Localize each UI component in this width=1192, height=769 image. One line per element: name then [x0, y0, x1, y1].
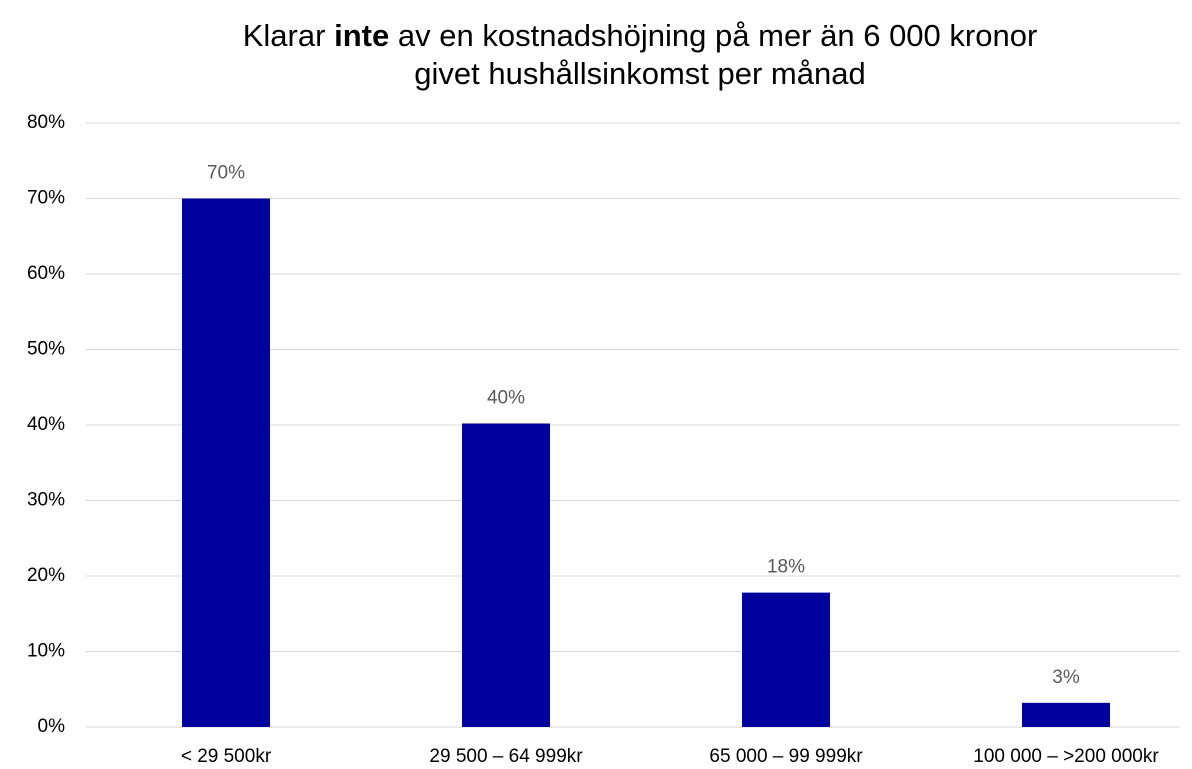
bar	[182, 198, 270, 727]
title-part: inte	[334, 18, 389, 53]
bar	[1022, 702, 1110, 727]
x-tick-label: 29 500 – 64 999kr	[429, 746, 583, 767]
data-label: 40%	[487, 388, 525, 409]
bar	[742, 592, 830, 727]
x-tick-label: 100 000 – >200 000kr	[973, 746, 1159, 767]
y-tick-label: 60%	[27, 263, 65, 284]
data-label: 70%	[207, 163, 245, 184]
y-tick-label: 10%	[27, 641, 65, 662]
x-tick-label: < 29 500kr	[181, 746, 272, 767]
y-tick-label: 70%	[27, 188, 65, 209]
bar	[462, 423, 550, 727]
y-tick-label: 80%	[27, 112, 65, 133]
data-label: 3%	[1052, 667, 1080, 688]
y-tick-label: 40%	[27, 414, 65, 435]
title-part: av en kostnadshöjning på mer än 6 000 kr…	[398, 18, 1037, 53]
data-label: 18%	[767, 557, 805, 578]
y-tick-label: 0%	[38, 716, 66, 737]
y-tick-label: 20%	[27, 565, 65, 586]
chart-title: Klarar inte av en kostnadshöjning på mer ä…	[243, 18, 1038, 53]
y-tick-label: 50%	[27, 339, 65, 360]
x-tick-label: 65 000 – 99 999kr	[709, 746, 863, 767]
chart-title: givet hushållsinkomst per månad	[414, 56, 865, 91]
title-part: Klarar	[243, 18, 326, 53]
y-tick-label: 30%	[27, 490, 65, 511]
